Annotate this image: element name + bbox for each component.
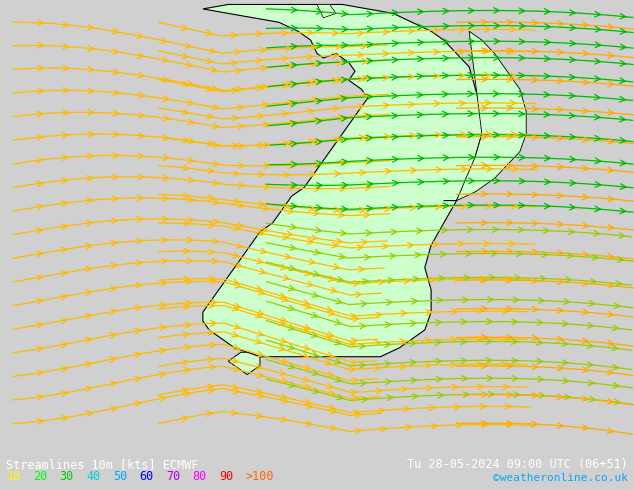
Text: 70: 70 xyxy=(166,470,180,483)
Text: 20: 20 xyxy=(33,470,47,483)
Text: 80: 80 xyxy=(193,470,207,483)
Text: 50: 50 xyxy=(113,470,127,483)
Text: Streamlines 10m [kts] ECMWF: Streamlines 10m [kts] ECMWF xyxy=(6,458,198,471)
Text: Tu 28-05-2024 09:00 UTC (06+51): Tu 28-05-2024 09:00 UTC (06+51) xyxy=(407,458,628,471)
Text: ©weatheronline.co.uk: ©weatheronline.co.uk xyxy=(493,473,628,483)
Polygon shape xyxy=(317,4,336,18)
Polygon shape xyxy=(203,4,482,357)
Text: 30: 30 xyxy=(60,470,74,483)
Polygon shape xyxy=(444,31,526,201)
Polygon shape xyxy=(228,352,260,374)
Text: 10: 10 xyxy=(6,470,20,483)
Text: 60: 60 xyxy=(139,470,153,483)
Text: 40: 40 xyxy=(86,470,100,483)
Text: >100: >100 xyxy=(246,470,275,483)
Text: 90: 90 xyxy=(219,470,233,483)
